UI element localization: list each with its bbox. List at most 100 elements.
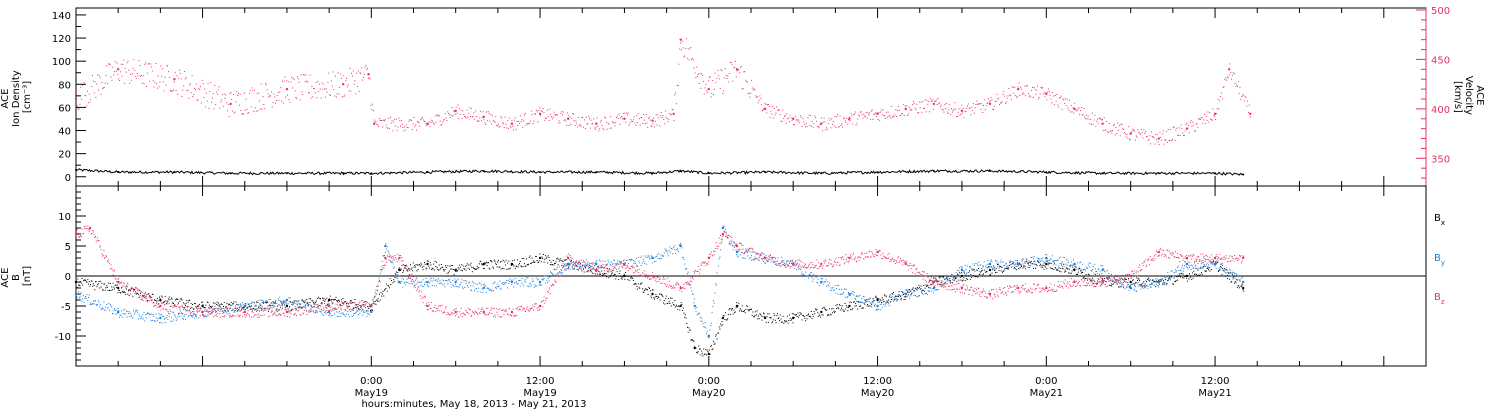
bx-dot [944,278,946,280]
by-dot [1030,265,1032,267]
velocity-dot [436,114,438,116]
by-dot [379,272,381,274]
bx-dot [403,264,405,266]
velocity-dot [1092,123,1094,125]
bx-dot [404,266,406,268]
velocity-dot [697,75,698,77]
velocity-dot [443,119,444,121]
bx-dot [535,255,537,257]
velocity-dot [387,127,389,129]
by-dot [126,316,128,318]
bx-dot [910,294,912,296]
bx-dot [895,295,897,297]
by-dot [303,305,305,307]
velocity-dot [826,127,828,129]
bx-dot [767,313,769,315]
bx-dot [1184,275,1186,277]
by-dot [743,257,745,259]
by-dot [232,309,234,311]
velocity-dot [492,115,493,117]
bx-dot [227,304,229,306]
bx-dot [884,295,886,297]
bx-dot [393,279,395,281]
bx-dot [276,308,278,310]
bx-dot [474,268,476,270]
velocity-dot [625,121,627,123]
by-dot [473,282,475,284]
velocity-point [1101,122,1104,125]
velocity-dot [291,76,293,78]
velocity-dot [1153,137,1155,139]
bx-dot [528,256,530,258]
bx-dot [573,268,575,270]
velocity-dot [217,89,219,91]
velocity-dot [460,109,462,111]
velocity-dot [281,100,282,102]
velocity-dot [106,65,108,67]
velocity-dot [1004,95,1006,97]
bx-point [791,316,795,320]
by-dot [479,283,481,285]
velocity-dot [155,63,157,64]
by-dot [588,263,590,265]
by-dot [867,305,869,307]
bx-dot [515,265,517,267]
bx-dot [1062,268,1064,270]
velocity-dot [1208,121,1210,123]
velocity-dot [1048,90,1050,92]
bx-dot [265,301,267,303]
velocity-dot [1200,117,1202,119]
by-dot [356,308,358,310]
by-dot [224,308,226,310]
by-dot [87,300,89,302]
velocity-dot [781,121,783,123]
velocity-dot [1036,89,1038,91]
by-dot [759,254,761,256]
by-dot [310,309,312,311]
velocity-dot [211,97,213,99]
by-dot [1085,270,1086,272]
bx-dot [384,288,386,290]
bx-dot [745,308,747,310]
velocity-dot [342,75,344,77]
by-dot [504,283,506,285]
bx-dot [531,257,533,259]
velocity-dot [767,104,768,106]
by-dot [1087,267,1089,269]
by-dot [485,285,487,287]
velocity-dot [529,122,531,124]
by-dot [829,282,830,284]
velocity-dot [363,73,365,75]
bx-dot [826,314,828,316]
by-dot [156,319,158,321]
velocity-dot [197,99,199,101]
bx-dot [815,309,817,311]
by-dot [1141,283,1143,285]
by-dot [111,306,113,308]
velocity-dot [670,114,671,116]
bx-dot [763,312,764,314]
bx-dot [575,265,577,267]
by-dot [125,310,127,312]
bx-dot [1110,284,1112,286]
bx-dot [1047,260,1048,262]
bx-dot [576,268,578,270]
bx-dot [973,274,975,276]
velocity-dot [633,116,635,118]
by-dot [442,284,444,286]
by-dot [662,254,664,256]
velocity-dot [1107,132,1109,134]
velocity-dot [535,113,536,115]
velocity-dot [121,75,123,77]
bx-dot [1201,272,1202,274]
velocity-dot [971,106,973,108]
bx-dot [270,305,272,306]
velocity-dot [288,99,290,100]
bx-dot [126,286,128,288]
velocity-dot [1109,130,1111,132]
by-dot [977,265,979,267]
velocity-dot [1226,79,1227,81]
bx-dot [694,346,695,348]
by-dot [249,305,250,307]
bx-dot [1183,277,1185,279]
